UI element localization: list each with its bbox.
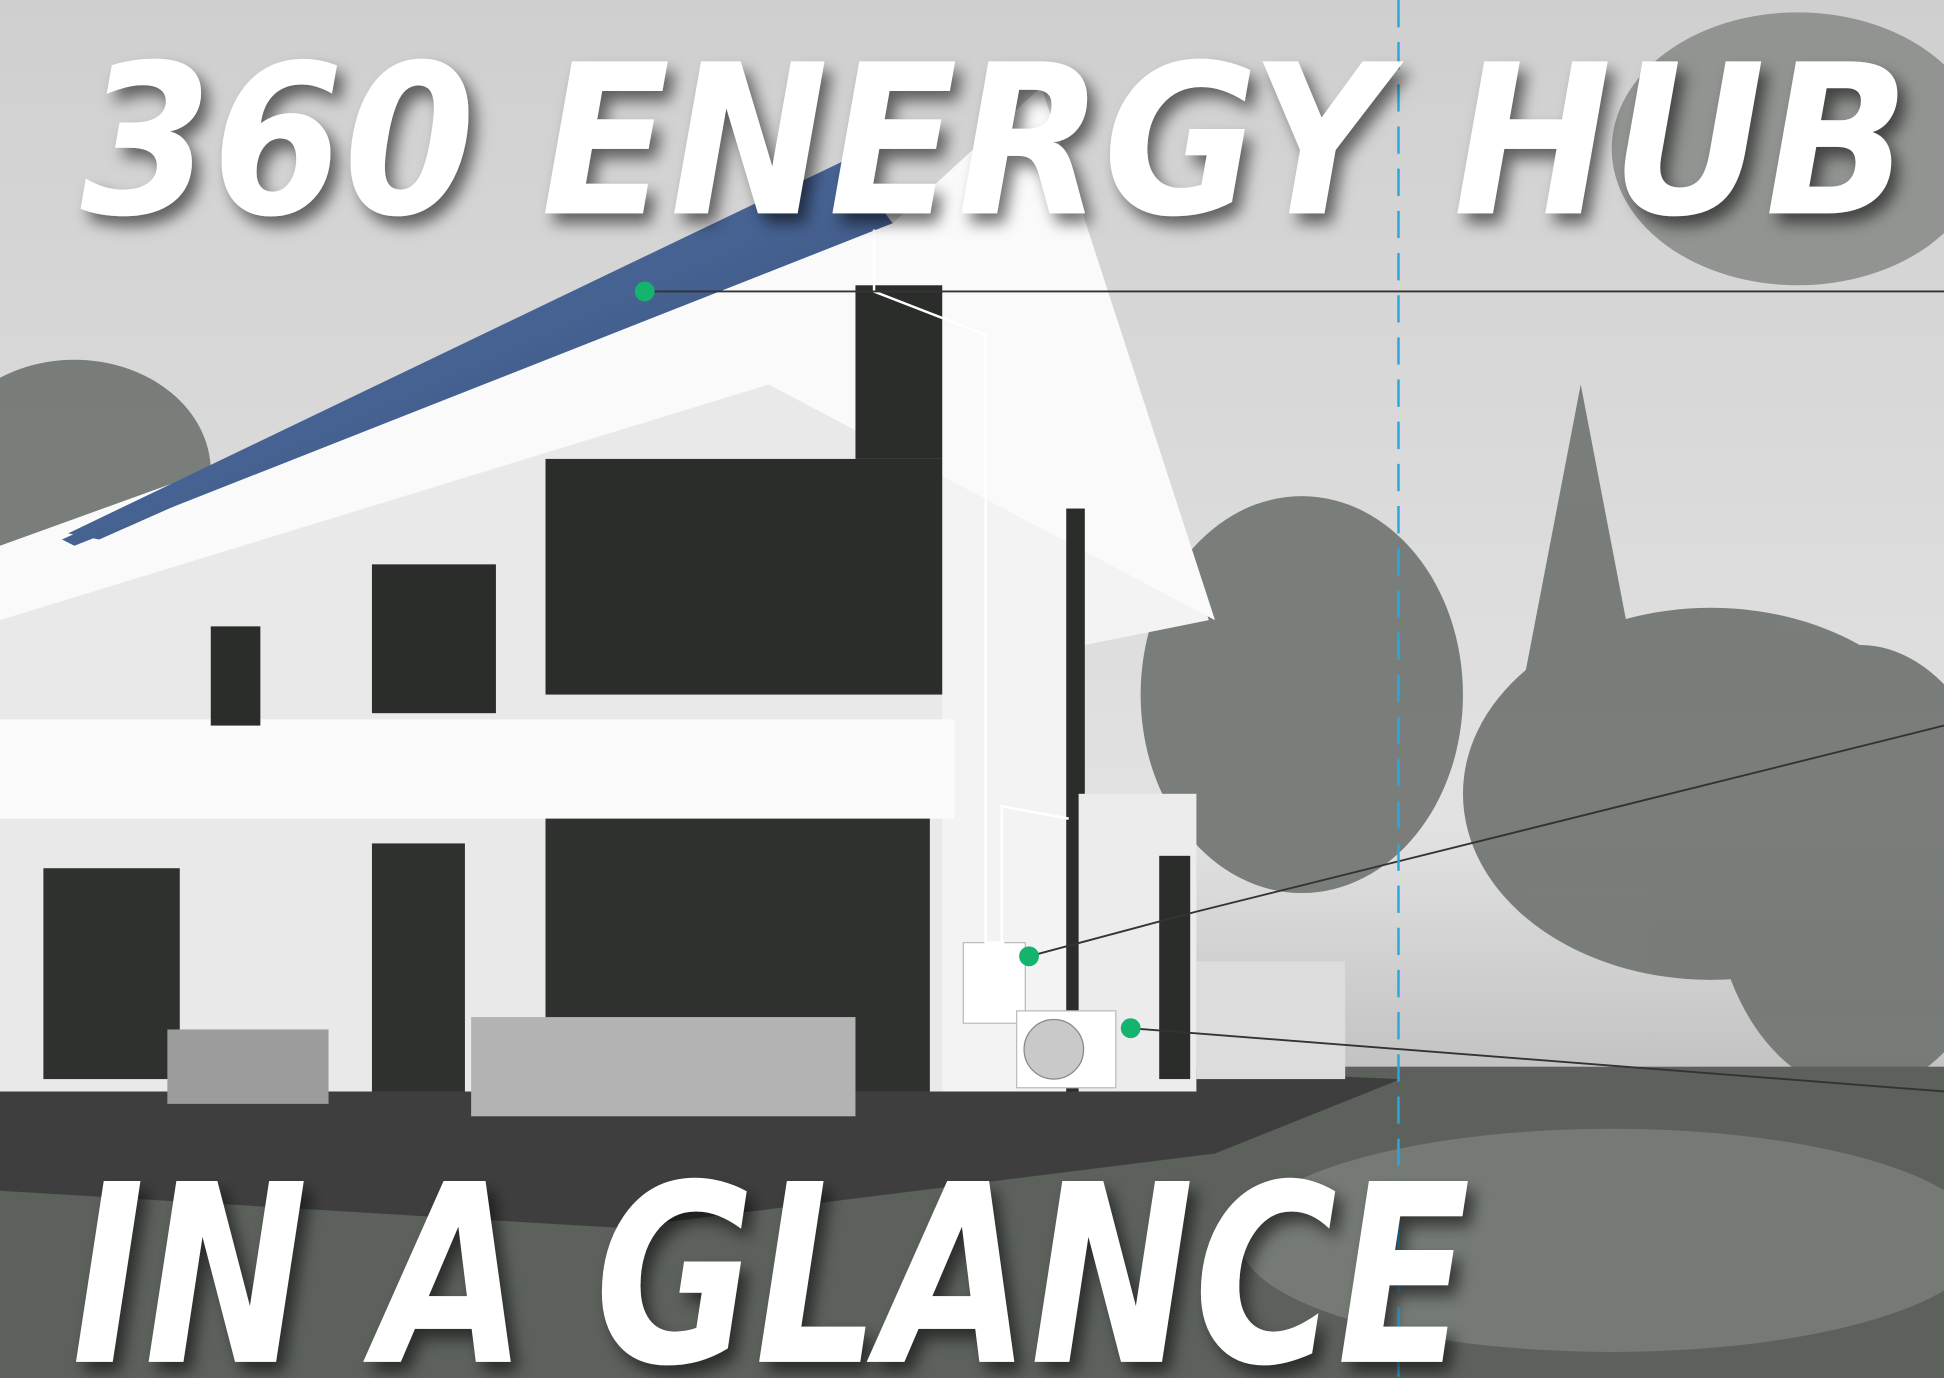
bushes <box>1239 1128 1944 1352</box>
callout-line <box>1028 724 1944 958</box>
subtitle: IN A GLANCE <box>72 1133 1470 1378</box>
hotspot[interactable] <box>1019 946 1039 967</box>
house <box>0 86 1346 1117</box>
heat-pump-fan <box>1023 1018 1085 1080</box>
title: 360 ENERGY HUB <box>81 21 1910 263</box>
inverter <box>962 942 1026 1024</box>
wire <box>872 229 1005 944</box>
hotspot[interactable] <box>1120 1018 1141 1039</box>
wire <box>1000 804 1069 1018</box>
deck <box>0 1066 1401 1228</box>
hotspot[interactable] <box>634 281 655 302</box>
callout-line <box>1130 1027 1944 1093</box>
